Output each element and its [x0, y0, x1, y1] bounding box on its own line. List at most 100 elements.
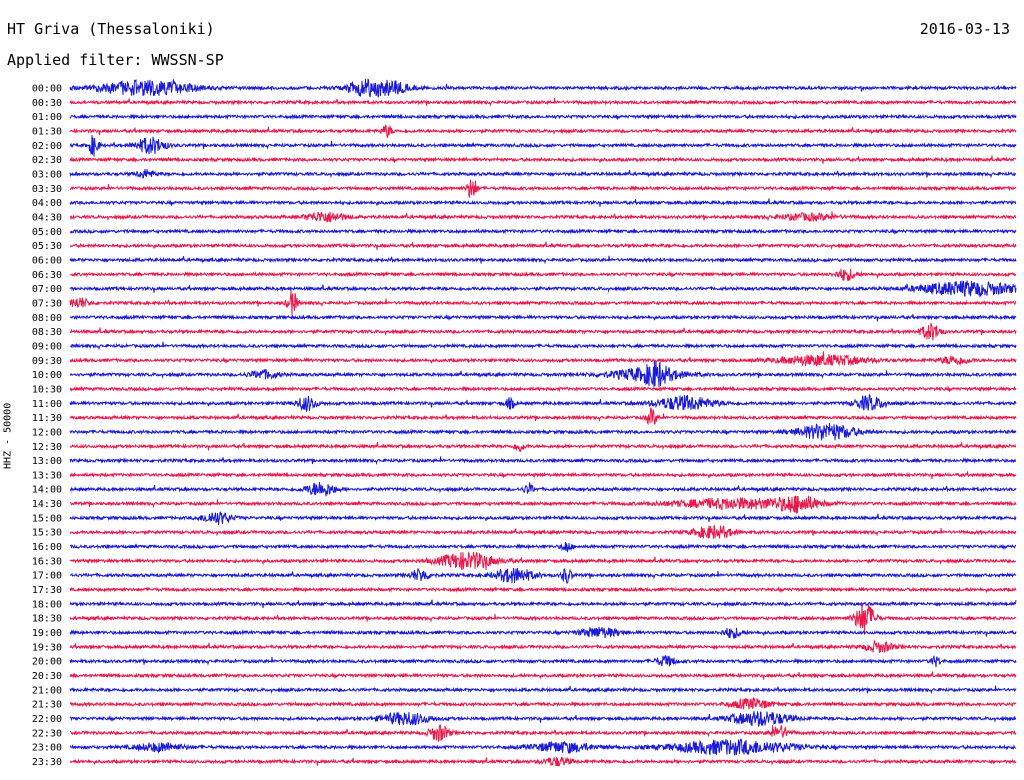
y-tick-label: 20:30	[32, 671, 62, 682]
trace-row	[70, 541, 1017, 553]
y-tick-label: 23:30	[32, 757, 62, 768]
trace-row	[69, 227, 1017, 235]
trace-row	[69, 268, 1017, 282]
y-tick-label: 05:30	[32, 241, 62, 252]
y-tick-label: 04:30	[32, 212, 62, 223]
trace-row	[69, 671, 1017, 680]
y-tick-label: 20:00	[32, 657, 62, 668]
y-tick-label: 16:00	[32, 542, 62, 553]
trace-row	[69, 211, 1017, 223]
trace-row	[69, 113, 1017, 120]
trace-row	[69, 255, 1017, 265]
y-tick-label: 01:00	[32, 112, 62, 123]
trace-row	[69, 393, 1017, 412]
y-tick-label: 03:00	[32, 169, 62, 180]
y-tick-label: 18:00	[32, 599, 62, 610]
y-tick-label: 05:00	[32, 227, 62, 238]
y-tick-label: 00:30	[32, 98, 62, 109]
trace-row	[69, 360, 1017, 388]
trace-row	[69, 481, 1017, 497]
y-tick-label: 07:00	[32, 284, 62, 295]
y-tick-label: 13:00	[32, 456, 62, 467]
y-tick-label: 16:30	[32, 556, 62, 567]
y-tick-label: 19:30	[32, 642, 62, 653]
trace-row	[69, 124, 1017, 138]
trace-row	[69, 696, 1017, 710]
y-tick-label: 02:30	[32, 155, 62, 166]
y-tick-label: 08:30	[32, 327, 62, 338]
y-tick-label: 22:30	[32, 728, 62, 739]
trace-row	[69, 495, 1017, 514]
y-tick-label: 17:30	[32, 585, 62, 596]
trace-row	[69, 442, 1017, 452]
trace-row	[69, 135, 1017, 157]
trace-row	[69, 351, 1017, 367]
y-tick-label: 10:00	[32, 370, 62, 381]
y-tick-label: 21:30	[32, 700, 62, 711]
y-tick-label: 06:00	[32, 255, 62, 266]
trace-row	[69, 685, 1017, 695]
y-tick-label: 11:30	[32, 413, 62, 424]
trace-row	[69, 78, 1017, 98]
trace-row	[70, 724, 1017, 743]
trace-row	[69, 179, 1017, 199]
trace-row	[69, 341, 1017, 351]
y-tick-label: 12:30	[32, 442, 62, 453]
trace-row	[69, 738, 1017, 756]
y-tick-label: 14:00	[32, 485, 62, 496]
trace-row	[69, 471, 1017, 480]
trace-row	[69, 456, 1017, 466]
trace-row	[69, 407, 1017, 426]
trace-row	[69, 626, 1017, 639]
trace-row	[69, 551, 1016, 571]
trace-row	[69, 280, 1017, 298]
trace-row	[69, 599, 1017, 609]
trace-row	[69, 322, 1017, 341]
trace-row	[69, 385, 1017, 393]
trace-row	[69, 313, 1017, 322]
record-date: 2016-03-13	[919, 20, 1010, 38]
y-tick-label: 23:00	[32, 743, 62, 754]
trace-row	[69, 602, 1017, 635]
y-tick-label: 03:30	[32, 184, 62, 195]
trace-row	[69, 169, 1016, 180]
y-tick-label: 01:30	[32, 126, 62, 137]
y-tick-label: 08:00	[32, 313, 62, 324]
y-tick-label: 09:30	[32, 356, 62, 367]
y-tick-label: 18:30	[32, 614, 62, 625]
trace-row	[69, 422, 1017, 441]
y-tick-label: 11:00	[32, 399, 62, 410]
y-tick-label: 15:00	[32, 513, 62, 524]
y-tick-label: 19:00	[32, 628, 62, 639]
trace-row	[69, 98, 1017, 107]
y-tick-label: 09:00	[32, 341, 62, 352]
y-tick-label: 17:00	[32, 571, 62, 582]
y-tick-label: 00:00	[32, 84, 62, 95]
trace-row	[69, 290, 1017, 316]
station-title: HT Griva (Thessaloniki)	[7, 20, 215, 38]
y-tick-label: 07:30	[32, 298, 62, 309]
y-tick-label: 12:00	[32, 427, 62, 438]
y-tick-label: 04:00	[32, 198, 62, 209]
trace-row	[69, 241, 1017, 250]
trace-row	[69, 567, 1017, 584]
trace-row	[69, 155, 1017, 164]
trace-row	[69, 756, 1017, 767]
trace-row	[69, 655, 1017, 668]
y-tick-label: 21:00	[32, 685, 62, 696]
y-tick-label: 14:30	[32, 499, 62, 510]
trace-row	[69, 511, 1017, 526]
y-tick-label: 15:30	[32, 528, 62, 539]
trace-row	[69, 198, 1017, 207]
trace-row	[69, 524, 1017, 539]
y-tick-label: 13:30	[32, 470, 62, 481]
trace-row	[69, 639, 1017, 653]
y-tick-label: 22:00	[32, 714, 62, 725]
trace-row	[69, 586, 1017, 593]
y-tick-label: 02:00	[32, 141, 62, 152]
y-tick-label: 10:30	[32, 384, 62, 395]
y-tick-label: 06:30	[32, 270, 62, 281]
trace-row	[69, 710, 1017, 727]
filter-label: Applied filter: WWSSN-SP	[7, 51, 224, 69]
